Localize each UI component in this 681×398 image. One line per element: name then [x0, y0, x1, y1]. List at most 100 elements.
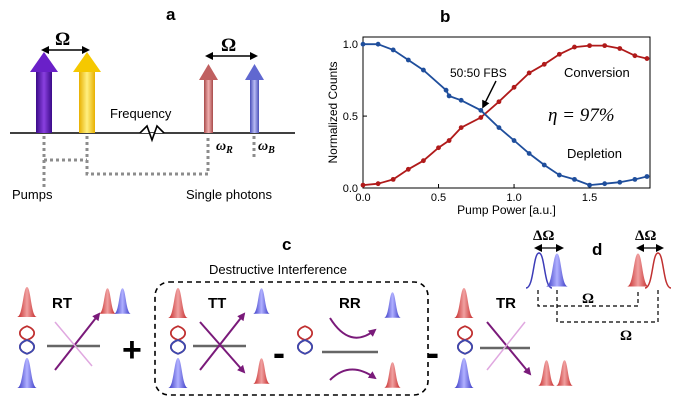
pump-photon-connector-2: [42, 136, 256, 190]
data-point-depletion: [644, 174, 650, 179]
data-point-depletion: [446, 93, 452, 99]
data-point-depletion: [405, 57, 411, 63]
panel-d-label: d: [592, 240, 602, 259]
data-point-conversion: [478, 115, 484, 120]
y-axis-label: Normalized Counts: [326, 61, 340, 163]
annotation-depletion: Depletion: [567, 146, 622, 161]
panel-a: a Frequency Ω Ω ωR ωB: [10, 5, 295, 202]
panel-c-label: c: [282, 235, 291, 254]
minus-operator: -: [427, 332, 439, 373]
term-tr-label: TR: [496, 295, 516, 312]
annotation-conversion: Conversion: [564, 65, 630, 80]
data-point-depletion: [572, 176, 577, 182]
pump-arrow-purple: [30, 52, 58, 133]
peak-red-out: [384, 362, 401, 388]
data-point-conversion: [511, 84, 517, 90]
annotation-fbs-arrow: [482, 80, 497, 109]
beamsplitter-icon: [18, 325, 36, 355]
data-point-depletion: [632, 176, 638, 182]
term-rr: RR: [296, 292, 401, 388]
peak-red-in: [17, 287, 37, 317]
peak-blue-in: [168, 358, 188, 388]
interference-label: Destructive Interference: [209, 262, 347, 277]
data-point-conversion: [632, 53, 638, 59]
data-point-depletion: [375, 41, 381, 47]
x-tick-label: 1.5: [582, 192, 597, 204]
peak-blue-out: [114, 288, 131, 314]
spectrum-red-filled: [627, 253, 649, 287]
omega-r-label: ωR: [216, 139, 233, 156]
data-point-conversion: [458, 125, 464, 130]
data-point-depletion: [496, 125, 502, 130]
term-rt-label: RT: [52, 295, 72, 312]
peak-blue-out: [253, 288, 270, 314]
data-point-conversion: [572, 44, 577, 50]
data-point-depletion: [443, 87, 449, 93]
photon-arrow-red: [199, 64, 218, 133]
data-point-conversion: [526, 70, 532, 76]
term-rt: RT: [17, 287, 131, 388]
term-tt-label: TT: [208, 295, 226, 312]
photon-path: [199, 321, 246, 374]
data-point-depletion: [458, 97, 464, 103]
photon-path: [329, 317, 377, 339]
data-point-depletion: [526, 151, 532, 156]
data-point-conversion: [390, 176, 396, 182]
omega-b-label: ωB: [258, 139, 275, 156]
omega-bottom: Ω: [620, 328, 632, 344]
omega-top: Ω: [582, 291, 594, 307]
beamsplitter-icon: [456, 325, 474, 355]
panel-c: c Destructive Interference RT + TT: [17, 235, 573, 396]
data-point-conversion: [617, 46, 623, 51]
peak-red-out: [253, 358, 270, 384]
delta-omega-right: ΔΩ: [635, 228, 656, 244]
pumps-label: Pumps: [12, 187, 53, 202]
data-point-depletion: [421, 67, 426, 73]
panel-b-label: b: [440, 7, 450, 26]
spectrum-blue-filled: [546, 253, 568, 287]
pump-arrow-yellow: [73, 52, 101, 133]
omega-pumps: Ω: [55, 29, 70, 50]
x-tick-label: 0.5: [431, 192, 446, 204]
annotation-efficiency: η = 97%: [548, 105, 615, 126]
data-point-conversion: [360, 182, 366, 188]
axis-break: [139, 124, 165, 143]
data-point-conversion: [405, 166, 411, 172]
data-point-conversion: [436, 145, 441, 151]
single-photons-label: Single photons: [186, 187, 273, 202]
photon-path: [486, 321, 532, 376]
term-rr-label: RR: [339, 295, 361, 312]
interference-box: [154, 281, 429, 396]
peak-red-out: [556, 360, 573, 386]
data-point-depletion: [556, 172, 562, 178]
peak-blue-in: [17, 358, 37, 388]
data-point-conversion: [496, 99, 502, 105]
x-tick-label: 0.0: [355, 192, 370, 204]
photon-path: [54, 312, 101, 371]
plus-operator: +: [122, 331, 142, 369]
minus-operator: -: [273, 332, 285, 373]
data-point-depletion: [587, 182, 592, 188]
data-point-conversion: [446, 138, 452, 143]
faded-path: [486, 321, 526, 371]
data-point-conversion: [375, 181, 381, 187]
photon-path: [329, 368, 377, 381]
data-point-conversion: [541, 61, 547, 67]
x-axis-label: Pump Power [a.u.]: [457, 203, 556, 217]
peak-red-out: [538, 360, 555, 386]
data-point-depletion: [617, 179, 623, 185]
series-line-conversion: [362, 44, 648, 186]
photon-arrow-blue: [245, 64, 264, 133]
delta-omega-left: ΔΩ: [533, 228, 554, 244]
beamsplitter-icon: [296, 325, 314, 355]
peak-red-in: [454, 288, 474, 318]
peak-blue-in: [454, 358, 474, 388]
pump-photon-connector: [85, 136, 210, 176]
frequency-label: Frequency: [110, 106, 172, 121]
data-point-depletion: [602, 181, 608, 187]
term-tr: TR: [454, 288, 573, 388]
data-point-depletion: [541, 162, 547, 168]
